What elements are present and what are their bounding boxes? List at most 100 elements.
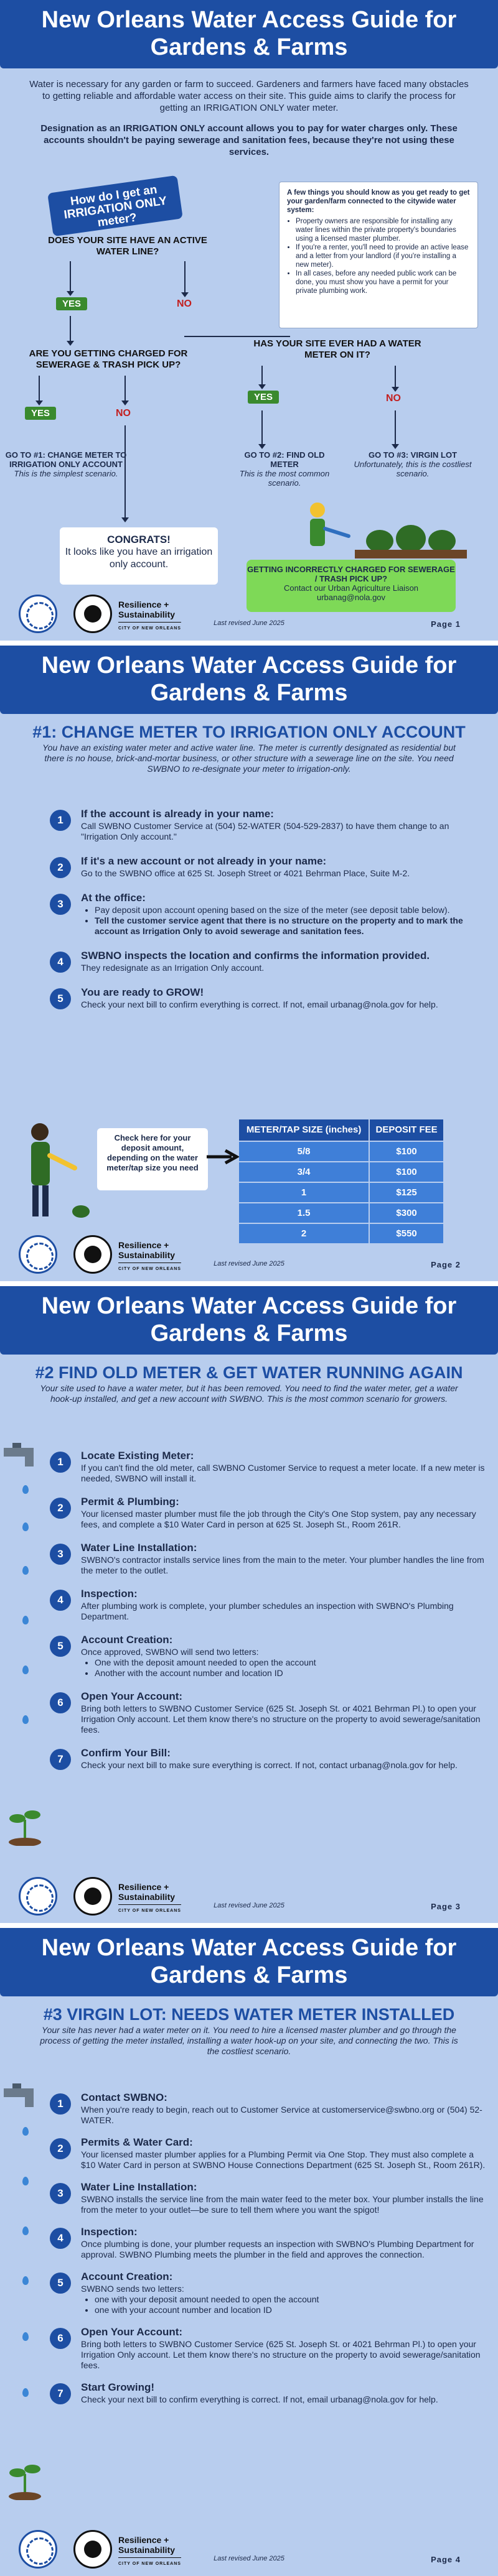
meter-size: 2 xyxy=(239,1223,370,1243)
flow-arrow xyxy=(258,366,266,389)
section-heading: #3 VIRGIN LOT: NEEDS WATER METER INSTALL… xyxy=(43,2005,455,2024)
question-sewerage-charge: ARE YOU GETTING CHARGED FOR SEWERAGE & T… xyxy=(29,348,188,370)
steps-list: 1 If the account is already in your name… xyxy=(50,807,486,1010)
step-7: 7 Confirm Your Bill: Check your next bil… xyxy=(50,1746,486,1771)
sustainability-label: Sustainability xyxy=(118,1250,176,1260)
congrats-text: It looks like you have an irrigation onl… xyxy=(65,547,213,570)
water-drop-icon xyxy=(22,2388,29,2397)
step-4: 4 Inspection: After plumbing work is com… xyxy=(50,1587,486,1622)
footer: Resilience + Sustainability CITY OF NEW … xyxy=(0,583,498,641)
no-label: NO xyxy=(116,408,131,419)
city-label: CITY OF NEW ORLEANS xyxy=(118,1263,181,1274)
flow-arrow xyxy=(121,376,129,405)
step-text: Go to the SWBNO office at 625 St. Joseph… xyxy=(81,868,410,878)
resilience-label: Resilience + xyxy=(118,600,169,609)
step-bullets: one with your deposit amount needed to o… xyxy=(81,2294,486,2315)
faucet-icon xyxy=(4,2083,34,2107)
step-2: 2 Permits & Water Card: Your licensed ma… xyxy=(50,2136,486,2171)
revised-date: Last revised June 2025 xyxy=(214,1260,284,1267)
step-1: 1 Locate Existing Meter: If you can't fi… xyxy=(50,1449,486,1484)
step-title: SWBNO inspects the location and confirms… xyxy=(81,950,430,961)
step-number: 7 xyxy=(50,2383,71,2404)
step-title: Open Your Account: xyxy=(81,2326,183,2338)
deposit-fee: $125 xyxy=(369,1182,443,1203)
city-seal-logo xyxy=(19,1877,57,1916)
step-title: Open Your Account: xyxy=(81,1690,183,1702)
table-header: DEPOSIT FEE xyxy=(369,1119,443,1141)
water-drop-icon xyxy=(22,1666,29,1674)
table-row: 5/8 $100 xyxy=(239,1141,443,1162)
table-row: 1 $125 xyxy=(239,1182,443,1203)
yes-label: YES xyxy=(56,297,88,310)
deposit-fee: $550 xyxy=(369,1223,443,1243)
meter-size: 3/4 xyxy=(239,1161,370,1182)
resilience-logo xyxy=(73,2530,112,2569)
section-intro: You have an existing water meter and act… xyxy=(42,743,456,774)
table-row: 2 $550 xyxy=(239,1223,443,1243)
step-text: Call SWBNO Customer Service at (504) 52-… xyxy=(81,821,449,841)
revised-date: Last revised June 2025 xyxy=(214,1902,284,1909)
flow-arrow xyxy=(258,410,266,449)
step-bullet: one with your deposit amount needed to o… xyxy=(95,2294,486,2305)
faucet-icon xyxy=(4,1443,34,1466)
step-1: 1 If the account is already in your name… xyxy=(50,807,486,842)
city-seal-logo xyxy=(19,1235,57,1274)
step-bullet: Pay deposit upon account opening based o… xyxy=(95,905,486,915)
flow-arrow xyxy=(392,366,399,392)
page-number: Page 4 xyxy=(431,2555,461,2564)
step-text: They redesignate as an Irrigation Only a… xyxy=(81,963,265,973)
water-drop-icon xyxy=(22,2127,29,2136)
section-heading: #1: CHANGE METER TO IRRIGATION ONLY ACCO… xyxy=(32,723,466,741)
sustainability-label: Sustainability xyxy=(118,609,176,619)
step-title: Permit & Plumbing: xyxy=(81,1496,179,1508)
liaison-email[interactable]: urbanag@nola.gov xyxy=(316,593,386,602)
step-bullets: Pay deposit upon account opening based o… xyxy=(81,905,486,937)
step-number: 3 xyxy=(50,2183,71,2204)
step-text: If you can't find the old meter, call SW… xyxy=(81,1463,485,1483)
outcome-2: GO TO #2: FIND OLD METER This is the mos… xyxy=(232,450,337,488)
water-drop-icon xyxy=(22,2332,29,2341)
info-box-title: A few things you should know as you get … xyxy=(287,189,470,214)
step-bullets: One with the deposit amount needed to op… xyxy=(81,1657,486,1679)
page-title: New Orleans Water Access Guide for Garde… xyxy=(0,0,498,68)
outcome-3-title: GO TO #3: VIRGIN LOT xyxy=(368,450,458,460)
step-number: 5 xyxy=(50,1636,71,1657)
step-title: Water Line Installation: xyxy=(81,2181,197,2193)
section-heading: #2 FIND OLD METER & GET WATER RUNNING AG… xyxy=(35,1363,463,1382)
congrats-box: CONGRATS! It looks like you have an irri… xyxy=(60,527,218,585)
outcome-2-note: This is the most common scenario. xyxy=(239,469,330,488)
step-text: Check your next bill to confirm everythi… xyxy=(81,999,438,1009)
info-box: A few things you should know as you get … xyxy=(279,182,478,328)
step-text: Check your next bill to confirm everythi… xyxy=(81,2394,438,2404)
sprout-icon xyxy=(9,1810,41,1846)
page-number: Page 2 xyxy=(431,1260,461,1269)
info-item: If you're a renter, you'll need to provi… xyxy=(296,243,470,269)
outcome-1-note: This is the simplest scenario. xyxy=(14,469,118,478)
water-drop-icon xyxy=(22,1616,29,1624)
resilience-label: Resilience + xyxy=(118,1240,169,1250)
flow-arrow xyxy=(67,316,74,346)
step-text: When you're ready to begin, reach out to… xyxy=(81,2105,482,2125)
page-3: New Orleans Water Access Guide for Garde… xyxy=(0,1286,498,1923)
yes-label: YES xyxy=(25,407,57,420)
flow-line xyxy=(184,336,290,337)
arrow-right-icon xyxy=(207,1149,239,1164)
step-5: 5 You are ready to GROW! Check your next… xyxy=(50,986,486,1010)
flow-arrow xyxy=(67,261,74,296)
step-2: 2 If it's a new account or not already i… xyxy=(50,855,486,879)
step-title: If it's a new account or not already in … xyxy=(81,855,327,867)
deposit-fee-table: METER/TAP SIZE (inches) DEPOSIT FEE 5/8 $… xyxy=(239,1119,443,1243)
page-4: New Orleans Water Access Guide for Garde… xyxy=(0,1928,498,2576)
sustainability-label: Sustainability xyxy=(118,1892,176,1902)
step-4: 4 SWBNO inspects the location and confir… xyxy=(50,949,486,973)
step-5: 5 Account Creation: SWBNO sends two lett… xyxy=(50,2270,486,2315)
step-title: Start Growing! xyxy=(81,2381,155,2393)
flow-arrow xyxy=(181,261,189,297)
water-drop-icon xyxy=(22,2276,29,2285)
table-row: 3/4 $100 xyxy=(239,1161,443,1182)
incorrect-charge-text: Contact our Urban Agriculture Liaison xyxy=(283,583,419,593)
outcome-1: GO TO #1: CHANGE METER TO IRRIGATION ONL… xyxy=(4,450,128,478)
step-bullet: One with the deposit amount needed to op… xyxy=(95,1657,486,1668)
step-title: Account Creation: xyxy=(81,1634,173,1646)
step-text: Once plumbing is done, your plumber requ… xyxy=(81,2239,474,2259)
